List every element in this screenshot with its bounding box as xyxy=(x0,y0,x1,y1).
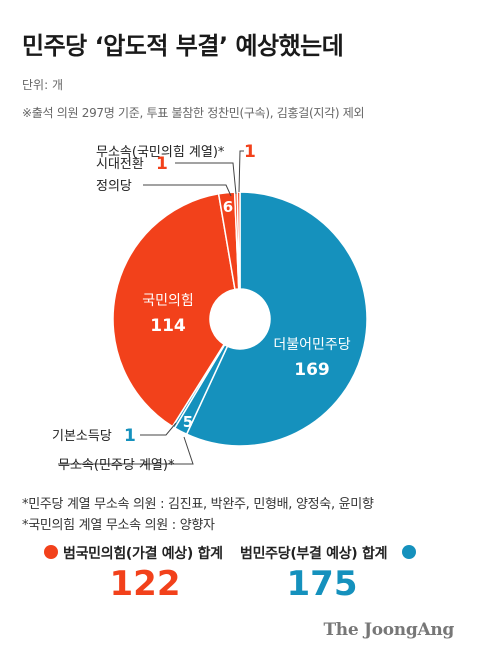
callout-sidae-label: 시대전환 xyxy=(96,157,144,172)
total-left-label: 범국민의힘(가결 예상) 합계 xyxy=(63,546,223,562)
slice-label-muso-dem-value: 5 xyxy=(183,413,193,431)
total-left-value: 122 xyxy=(109,564,181,604)
callout-gibon-value: 1 xyxy=(124,426,136,446)
total-right-value: 175 xyxy=(286,564,358,604)
total-right-label: 범민주당(부결 예상) 합계 xyxy=(240,546,388,562)
slice-label-dem-name: 더불어민주당 xyxy=(273,337,350,353)
donut-slices xyxy=(112,191,368,447)
donut-slice-0 xyxy=(185,191,368,447)
slice-label-jeongui-value: 6 xyxy=(223,198,233,216)
brand-logo: The JoongAng xyxy=(323,620,454,640)
slice-label-ppp-value: 114 xyxy=(150,316,186,336)
leader-gibon xyxy=(140,422,177,436)
chart-title: 민주당 ‘압도적 부결’ 예상했는데 xyxy=(22,32,344,60)
legend-dot-blue xyxy=(402,545,416,559)
callout-gibon-label: 기본소득당 xyxy=(52,429,112,444)
leader-muso-dem xyxy=(58,436,194,465)
leader-jeongui xyxy=(143,184,232,197)
slice-label-ppp-name: 국민의힘 xyxy=(142,293,194,309)
leader-sidae xyxy=(175,162,237,195)
callout-jeongui-label: 정의당 xyxy=(96,179,132,194)
donut-slice-6 xyxy=(236,191,241,290)
footnote-ppp: *국민의힘 계열 무소속 의원 : 양향자 xyxy=(22,518,215,533)
footnote-dem: *민주당 계열 무소속 의원 : 김진표, 박완주, 민형배, 양정숙, 윤미향 xyxy=(22,497,374,512)
callout-sidae-value: 1 xyxy=(156,154,168,174)
slice-label-dem-value: 169 xyxy=(294,360,330,380)
legend-dot-red xyxy=(44,545,58,559)
unit-label: 단위: 개 xyxy=(22,78,63,92)
callout-muso-ppp-value: 1 xyxy=(244,142,256,162)
donut-slice-3 xyxy=(112,192,236,428)
callout-muso-dem-label: 무소속(민주당 계열)* xyxy=(58,458,175,473)
attendance-note: ※출석 의원 297명 기준, 투표 불참한 정찬민(구속), 김홍걸(지각) … xyxy=(22,106,365,120)
leader-lines xyxy=(58,150,244,465)
leader-muso-ppp xyxy=(238,150,244,193)
callout-muso-ppp-label: 무소속(국민의힘 계열)* xyxy=(96,145,225,160)
